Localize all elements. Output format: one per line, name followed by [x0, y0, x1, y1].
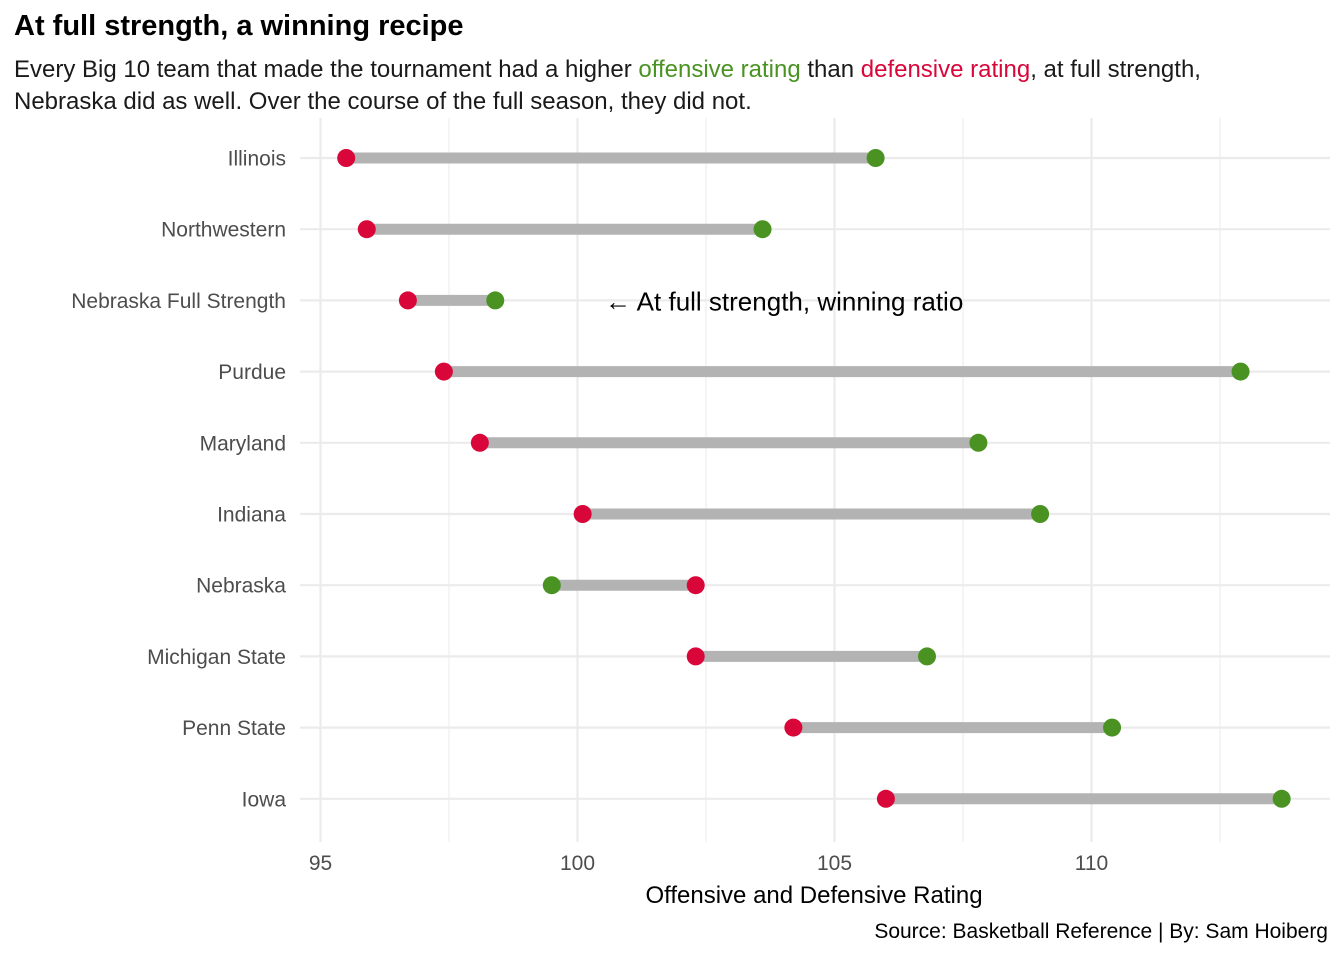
- offensive-rating-point: [866, 149, 885, 167]
- x-tick-label: 95: [309, 852, 332, 875]
- team-label: Nebraska: [196, 575, 286, 598]
- team-labels: Illinois Northwestern Nebraska Full Streng…: [71, 148, 286, 812]
- x-tick-label: 110: [1075, 852, 1108, 875]
- x-axis-ticks: 95 100 105 110: [309, 852, 1108, 875]
- subtitle-defensive-rating: defensive rating: [860, 56, 1031, 83]
- chart-subtitle: Every Big 10 team that made the tourname…: [14, 54, 1254, 118]
- defensive-rating-point: [784, 718, 803, 737]
- team-label: Nebraska Full Strength: [71, 290, 286, 313]
- team-label: Maryland: [200, 432, 286, 455]
- subtitle-offensive-rating: offensive rating: [638, 56, 801, 83]
- team-label: Northwestern: [161, 219, 286, 242]
- team-label: Michigan State: [147, 646, 286, 669]
- subtitle-text-1: Every Big 10 team that made the tourname…: [14, 56, 639, 83]
- x-tick-label: 100: [560, 852, 595, 875]
- team-label: Purdue: [218, 361, 286, 384]
- offensive-rating-point: [542, 576, 561, 595]
- subtitle-text-3: , at full strength, Nebraska did as well…: [14, 56, 1201, 115]
- team-label: Indiana: [217, 504, 286, 527]
- offensive-rating-point: [918, 647, 937, 666]
- subtitle-text-2: than: [800, 56, 861, 83]
- defensive-rating-point: [573, 505, 592, 523]
- defensive-rating-point: [876, 789, 895, 808]
- source-caption: Source: Basketball Reference | By: Sam H…: [874, 920, 1328, 943]
- offensive-rating-point: [1031, 505, 1050, 523]
- rating-segments: [346, 152, 1282, 805]
- offensive-rating-point: [486, 291, 505, 310]
- annotation-full-strength: ← At full strength, winning ratio: [605, 286, 963, 316]
- team-label: Illinois: [228, 148, 286, 171]
- defensive-rating-point: [686, 576, 705, 595]
- defensive-rating-point: [398, 291, 417, 310]
- offensive-rating-point: [1103, 718, 1122, 737]
- team-label: Penn State: [182, 717, 286, 740]
- defensive-rating-point: [470, 433, 489, 452]
- defensive-rating-point: [337, 149, 356, 167]
- rating-points: [337, 149, 1291, 808]
- offensive-rating-point: [753, 220, 772, 239]
- team-label: Iowa: [242, 788, 287, 811]
- offensive-rating-point: [1272, 789, 1291, 808]
- offensive-rating-point: [969, 433, 988, 452]
- defensive-rating-point: [434, 362, 453, 381]
- offensive-rating-point: [1231, 362, 1250, 381]
- chart-title: At full strength, a winning recipe: [14, 10, 464, 42]
- defensive-rating-point: [357, 220, 376, 239]
- x-axis-title: Offensive and Defensive Rating: [645, 882, 982, 909]
- x-tick-label: 105: [817, 852, 852, 875]
- defensive-rating-point: [686, 647, 705, 666]
